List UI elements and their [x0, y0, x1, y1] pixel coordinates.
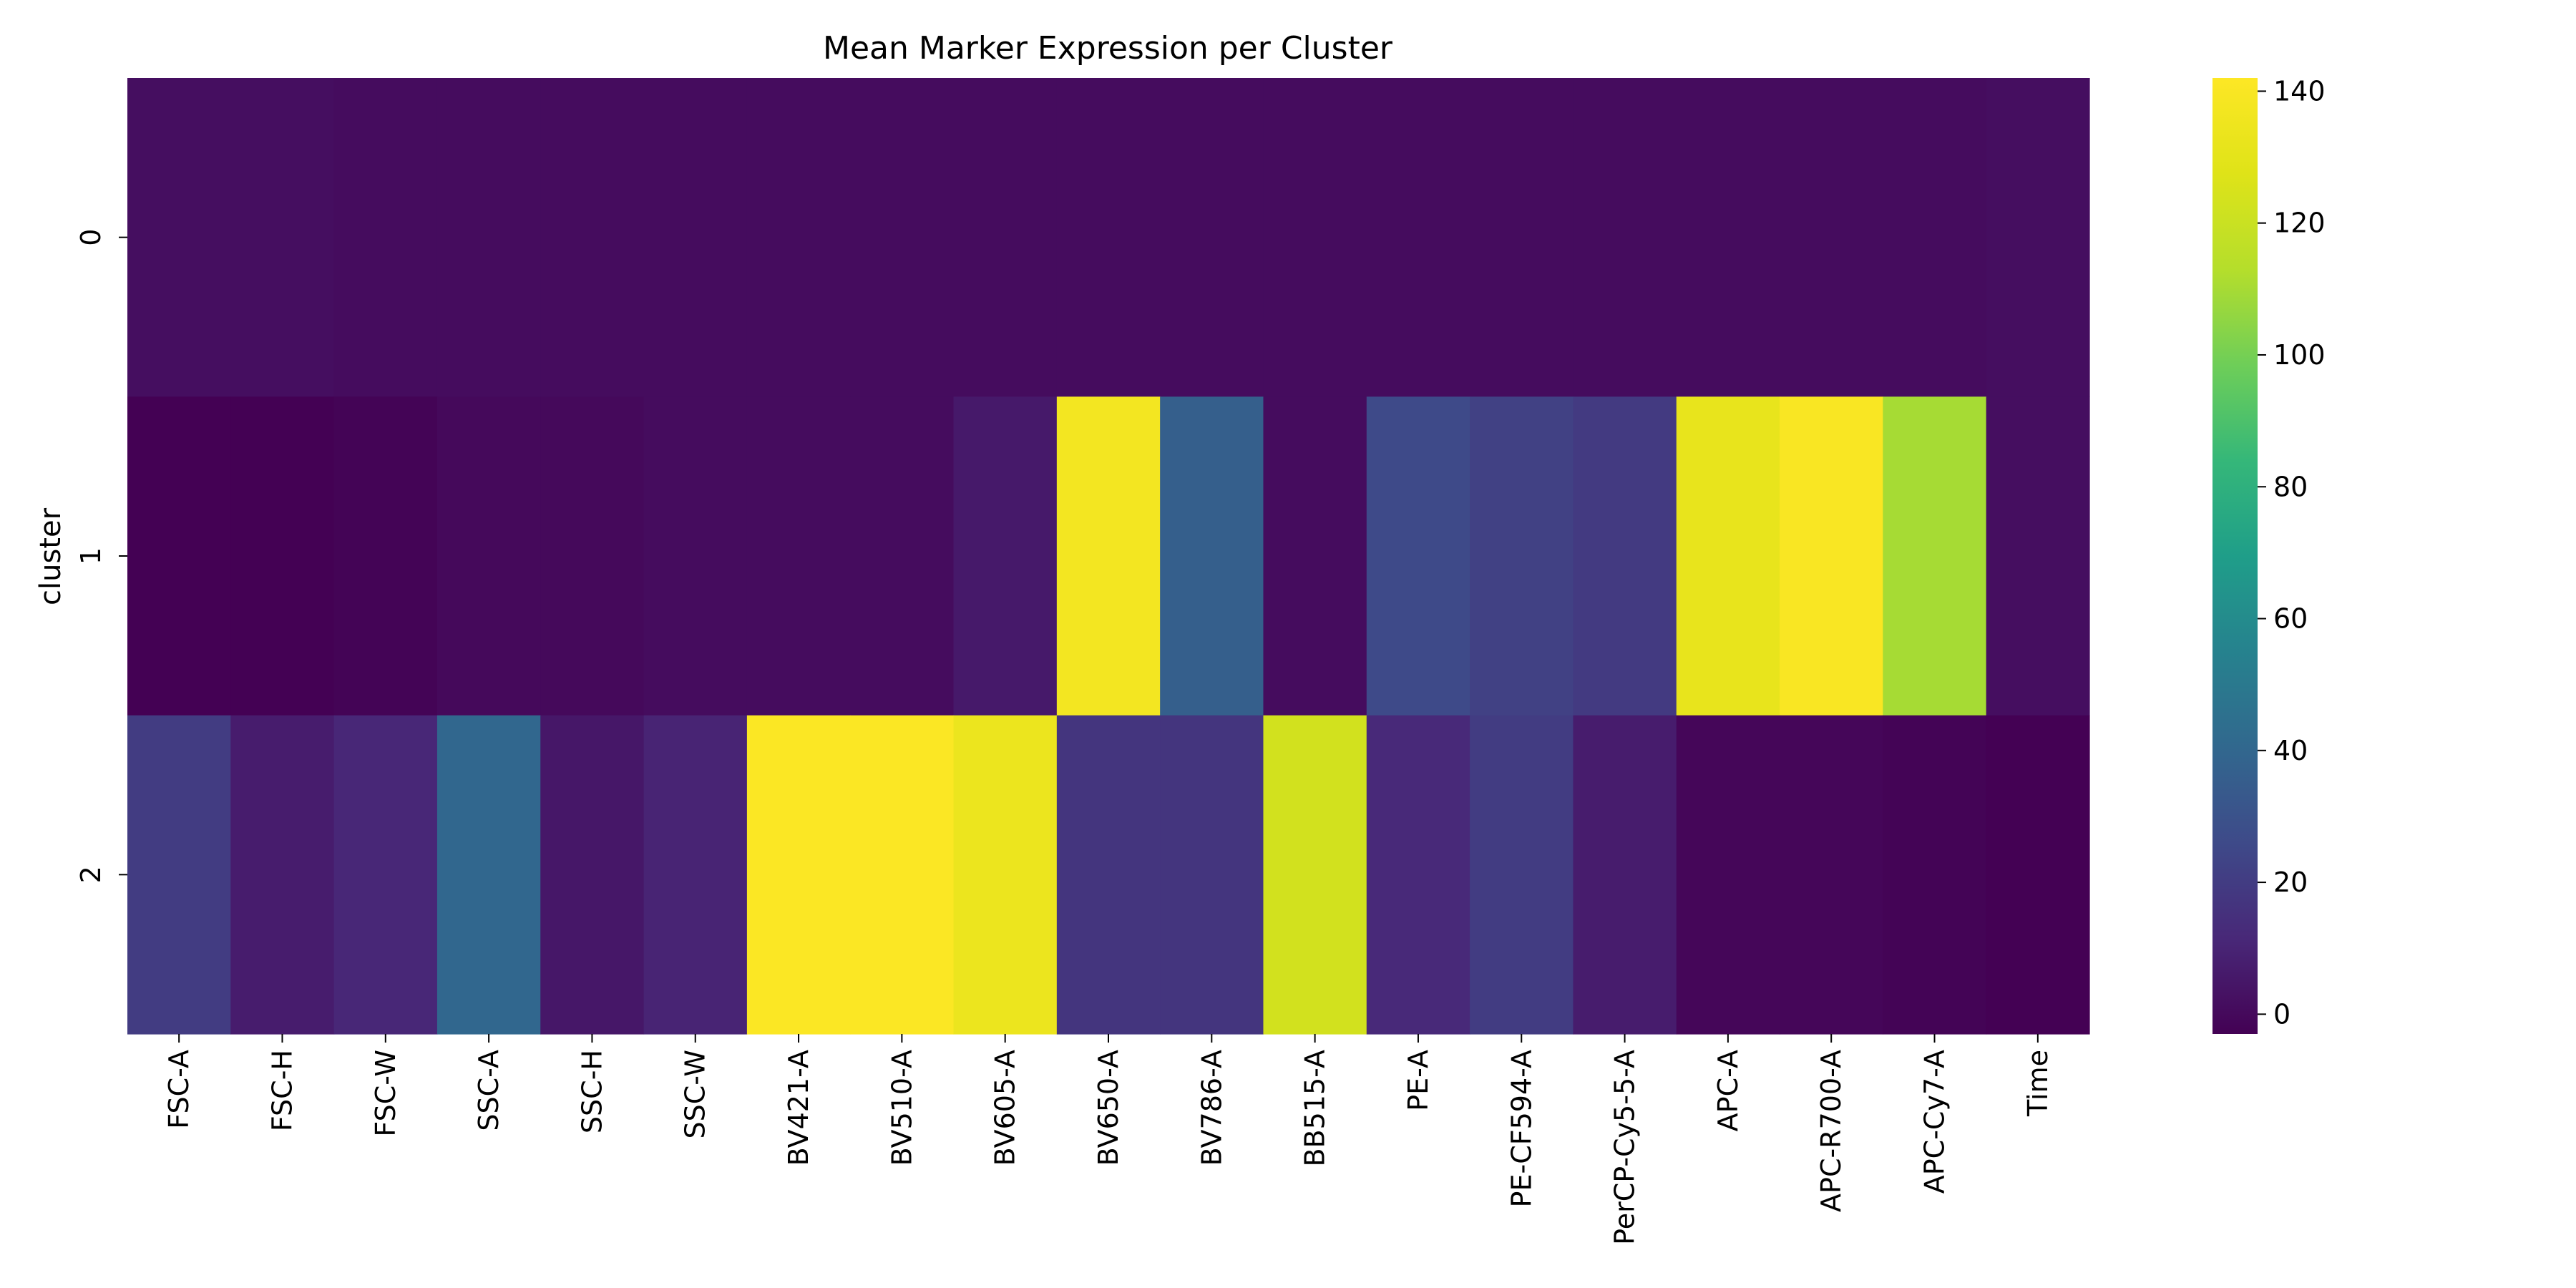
heatmap-cell [1470, 715, 1574, 1035]
heatmap-cell [1676, 715, 1780, 1035]
colorbar-tick-label: 60 [2273, 603, 2308, 635]
heatmap-cell [1573, 715, 1677, 1035]
heatmap-cell [1160, 715, 1264, 1035]
heatmap-cell [643, 715, 748, 1035]
x-tick-label: BV786-A [1196, 1050, 1227, 1166]
heatmap-cell [1056, 396, 1161, 716]
heatmap-cell [436, 396, 541, 716]
heatmap-cell [1573, 78, 1677, 397]
heatmap-cell [746, 715, 851, 1035]
heatmap-cell [1883, 715, 1987, 1035]
x-tick-label: PerCP-Cy5-5-A [1609, 1050, 1641, 1245]
heatmap-cell [1883, 396, 1987, 716]
heatmap-cell [1470, 396, 1574, 716]
x-tick-label: APC-R700-A [1815, 1050, 1847, 1212]
heatmap-cell [230, 396, 335, 716]
colorbar-tick-label: 20 [2273, 867, 2308, 898]
heatmap-cell [1366, 715, 1470, 1035]
x-tick-label: PE-A [1402, 1050, 1434, 1111]
colorbar-tick-label: 120 [2273, 208, 2326, 239]
heatmap-cell [1676, 396, 1780, 716]
heatmap-cell [1263, 396, 1367, 716]
x-tick-labels: FSC-A FSC-H FSC-W SSC-A SSC-H SSC-W BV421-A BV5… [163, 1034, 2054, 1245]
heatmap-cell [333, 396, 438, 716]
y-axis-label: cluster [34, 507, 67, 605]
heatmap-cell [540, 715, 645, 1035]
heatmap-cell [850, 78, 955, 397]
colorbar-tick-label: 80 [2273, 471, 2308, 502]
heatmap-cell [746, 78, 851, 397]
heatmap-cell [436, 715, 541, 1035]
heatmap-cell [1056, 78, 1161, 397]
heatmap-cell [850, 396, 955, 716]
heatmap-cell [746, 396, 851, 716]
heatmap-cell [953, 715, 1058, 1035]
heatmap-cell [1676, 78, 1780, 397]
x-tick-label: SSC-W [680, 1050, 711, 1139]
heatmap-cell [1986, 78, 2090, 397]
colorbar-tick-label: 100 [2273, 339, 2326, 371]
x-tick-label: PE-CF594-A [1506, 1050, 1537, 1207]
heatmap-cell [127, 715, 231, 1035]
heatmap-cell [1160, 78, 1264, 397]
heatmap-cell [1470, 78, 1574, 397]
heatmap-cell [1263, 78, 1367, 397]
x-tick-label: Time [2022, 1050, 2054, 1117]
y-tick-label: 2 [75, 866, 107, 883]
colorbar [2212, 78, 2258, 1034]
heatmap-cell [953, 78, 1058, 397]
heatmap-cell [1780, 715, 1883, 1035]
x-tick-label: FSC-W [370, 1050, 401, 1137]
heatmap-cell [1986, 396, 2090, 716]
heatmap-cell [127, 78, 231, 397]
colorbar-tick-label: 0 [2273, 998, 2290, 1030]
y-tick-label: 0 [75, 229, 107, 246]
heatmap-cell [333, 715, 438, 1035]
x-tick-label: BV650-A [1093, 1050, 1124, 1166]
heatmap-cell [643, 78, 748, 397]
x-tick-label: SSC-H [576, 1050, 608, 1133]
x-tick-label: BV421-A [783, 1050, 814, 1166]
heatmap-cells [127, 78, 2090, 1035]
heatmap-cell [1366, 396, 1470, 716]
heatmap-cell [436, 78, 541, 397]
heatmap-cell [1160, 396, 1264, 716]
heatmap-cell [953, 396, 1058, 716]
colorbar-tick-label: 40 [2273, 735, 2308, 766]
colorbar-ticks: 0 20 40 60 80 100 120 140 [2258, 75, 2326, 1030]
y-tick-labels: 0 1 2 [75, 229, 127, 883]
x-tick-label: APC-A [1712, 1050, 1744, 1131]
heatmap-cell [1056, 715, 1161, 1035]
x-tick-label: FSC-H [266, 1050, 298, 1131]
x-tick-label: SSC-A [473, 1050, 504, 1131]
heatmap-cell [1366, 78, 1470, 397]
x-tick-label: BV605-A [990, 1050, 1021, 1166]
heatmap-cell [230, 715, 335, 1035]
heatmap-cell [1883, 78, 1987, 397]
x-tick-label: BB515-A [1299, 1050, 1331, 1167]
heatmap-cell [1780, 78, 1883, 397]
heatmap-cell [127, 396, 231, 716]
x-tick-label: BV510-A [886, 1050, 917, 1166]
x-tick-label: APC-Cy7-A [1919, 1050, 1951, 1194]
heatmap-cell [540, 396, 645, 716]
heatmap-cell [540, 78, 645, 397]
heatmap-cell [1780, 396, 1883, 716]
y-tick-label: 1 [75, 547, 107, 565]
heatmap-cell [1986, 715, 2090, 1035]
chart-title: Mean Marker Expression per Cluster [823, 30, 1393, 67]
heatmap-cell [850, 715, 955, 1035]
x-tick-label: FSC-A [163, 1050, 195, 1129]
heatmap-cell [1263, 715, 1367, 1035]
heatmap-cell [1573, 396, 1677, 716]
heatmap-cell [643, 396, 748, 716]
colorbar-tick-label: 140 [2273, 75, 2326, 107]
heatmap-cell [333, 78, 438, 397]
heatmap-cell [230, 78, 335, 397]
